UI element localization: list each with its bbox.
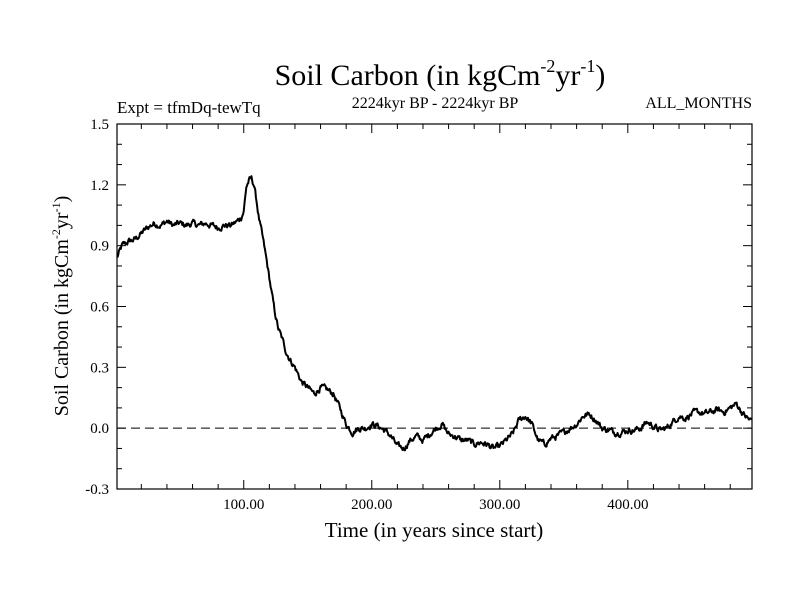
series-layer	[116, 175, 753, 452]
experiment-label: Expt = tfmDq-tewTq	[117, 98, 261, 117]
soil-carbon-series-line	[116, 175, 753, 452]
period-label: 2224kyr BP - 2224kyr BP	[352, 95, 519, 112]
y-tick-label: 0.6	[90, 300, 109, 316]
x-tick-label: 100.00	[223, 497, 264, 513]
plot-frame	[116, 123, 753, 490]
y-tick-label: 1.5	[90, 117, 109, 133]
y-axis-label: Soil Carbon (in kgCm-2yr-1)	[49, 196, 73, 417]
y-tick-label: 1.2	[90, 178, 109, 194]
x-axis-label: Time (in years since start)	[325, 518, 544, 542]
months-label: ALL_MONTHS	[645, 95, 752, 112]
y-tick-label: 0.0	[90, 421, 109, 437]
y-axis-tick-labels: -0.3 0.0 0.3 0.6 0.9 1.2 1.5	[85, 117, 109, 498]
x-tick-label: 200.00	[351, 497, 392, 513]
x-tick-label: 300.00	[479, 497, 520, 513]
y-tick-label: 0.3	[90, 360, 109, 376]
y-tick-label: 0.9	[90, 239, 109, 255]
x-tick-label: 400.00	[607, 497, 648, 513]
x-axis-tick-labels: 100.00 200.00 300.00 400.00	[223, 497, 648, 513]
y-axis-ticks	[117, 123, 752, 490]
y-tick-label: -0.3	[85, 482, 109, 498]
x-axis-ticks	[140, 124, 731, 489]
chart-title: Soil Carbon (in kgCm-2yr-1)	[275, 56, 606, 92]
